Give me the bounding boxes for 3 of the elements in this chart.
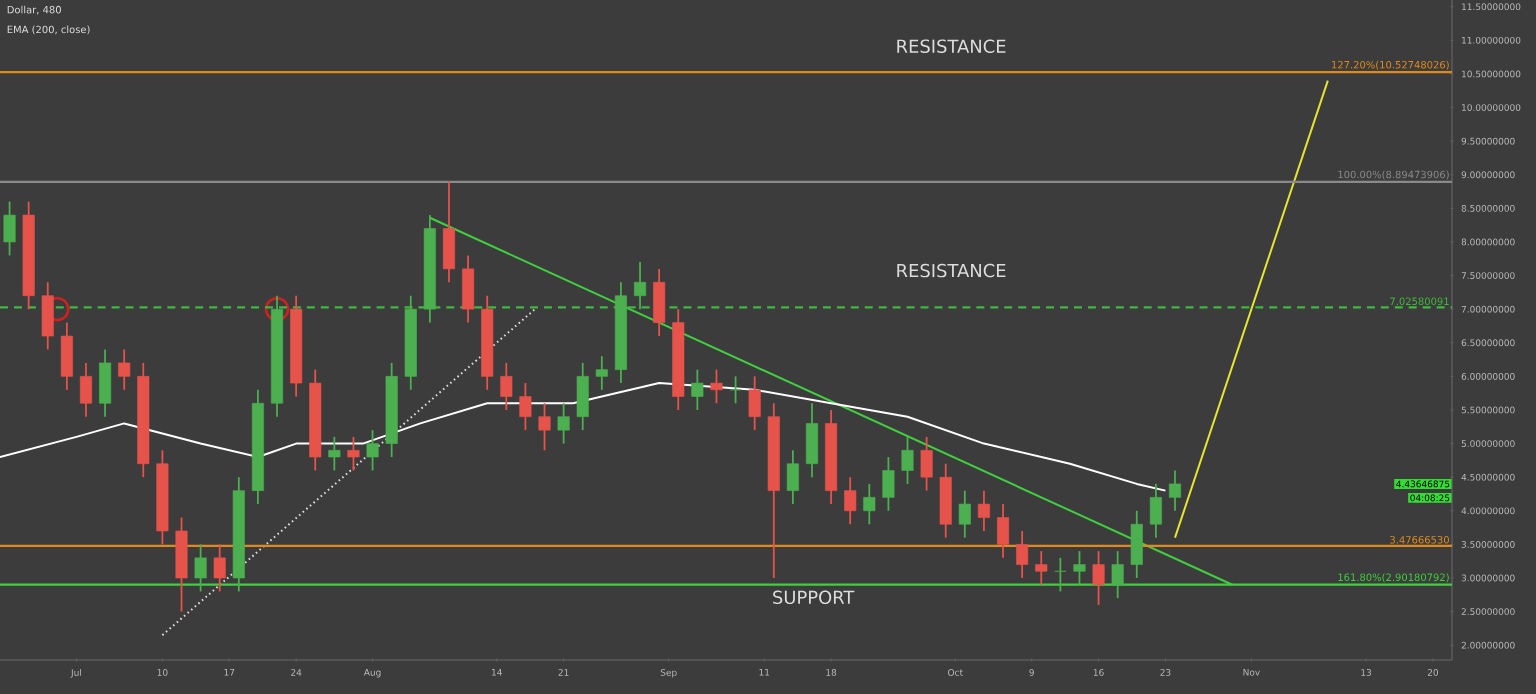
annotation: RESISTANCE bbox=[897, 263, 1006, 278]
annotation: RESISTANCE bbox=[897, 39, 1006, 53]
annotation: SUPPORT bbox=[773, 590, 855, 605]
